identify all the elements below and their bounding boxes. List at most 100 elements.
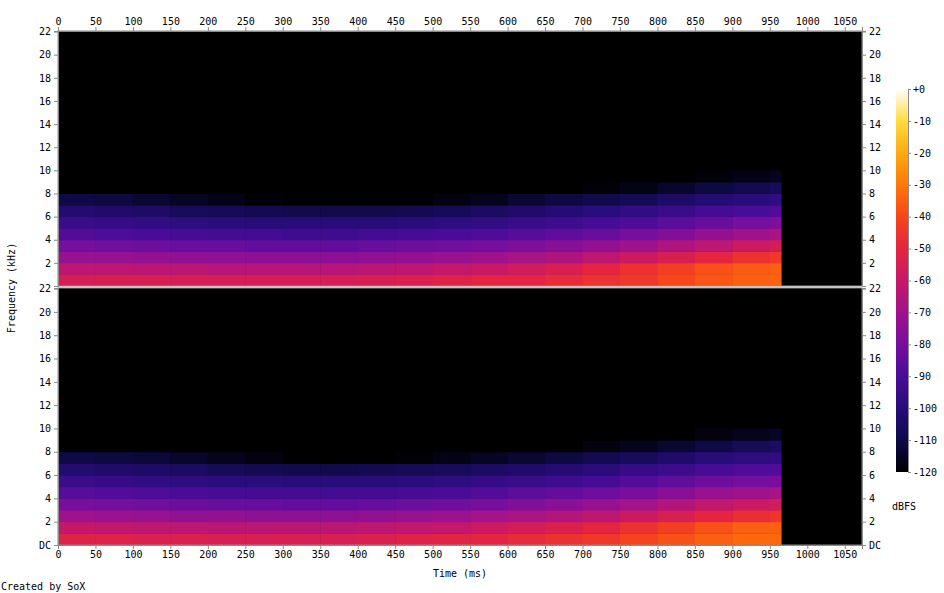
heatmap-cell: [583, 440, 621, 452]
tick-mark: [54, 170, 58, 171]
heatmap-cell: [58, 182, 96, 194]
tick-label: 100: [124, 16, 142, 27]
heatmap-cell: [395, 475, 433, 487]
tick-label: 20: [869, 307, 881, 318]
tick-mark: [54, 498, 58, 499]
tick-label: 1050: [833, 549, 857, 560]
heatmap-cell: [58, 193, 96, 205]
tick: 1050: [833, 545, 857, 560]
heatmap-cell: [657, 522, 695, 534]
heatmap-cell: [133, 274, 171, 286]
tick-label: -120: [913, 467, 937, 478]
heatmap-cell: [245, 428, 283, 440]
tick-mark: [545, 27, 546, 31]
y-axis-left: DC246810121416182022: [39, 283, 59, 550]
heatmap-cell: [770, 251, 782, 263]
heatmap-cell: [545, 263, 583, 275]
tick: 20: [39, 49, 58, 60]
tick-label: 12: [869, 142, 881, 153]
heatmap-cell: [58, 228, 96, 240]
tick-label: 900: [724, 549, 742, 560]
heatmap-cell: [395, 263, 433, 275]
heatmap-cell: [620, 533, 658, 545]
heatmap: [58, 428, 782, 545]
heatmap-cell: [133, 533, 171, 545]
tick-mark: [862, 124, 866, 125]
tick-label: -40: [913, 211, 931, 222]
heatmap-cell: [170, 182, 208, 194]
heatmap-cell: [732, 274, 770, 286]
tick-mark: [54, 147, 58, 148]
heatmap-cell: [245, 205, 283, 217]
tick-label: 150: [162, 16, 180, 27]
heatmap-cell: [133, 182, 171, 194]
tick: 250: [237, 545, 255, 560]
heatmap-cell: [395, 193, 433, 205]
tick-label: 300: [274, 549, 292, 560]
tick: -120: [908, 467, 937, 478]
heatmap-cell: [58, 463, 96, 475]
tick: 450: [387, 545, 405, 560]
heatmap-cell: [395, 170, 433, 182]
heatmap-cell: [470, 240, 508, 252]
tick-mark: [807, 27, 808, 31]
tick: 900: [724, 545, 742, 560]
heatmap-cell: [283, 452, 321, 464]
plot-background: [58, 31, 862, 286]
tick-mark: [54, 55, 58, 56]
heatmap-cell: [283, 217, 321, 229]
heatmap-cell: [732, 205, 770, 217]
heatmap-cell: [732, 240, 770, 252]
tick-label: 4: [869, 234, 875, 245]
tick-mark: [862, 263, 866, 264]
heatmap-cell: [208, 510, 246, 522]
heatmap-cell: [320, 274, 358, 286]
tick-label: 2: [45, 258, 51, 269]
heatmap-cell: [620, 251, 658, 263]
tick-mark: [54, 78, 58, 79]
tick-mark: [862, 78, 866, 79]
heatmap-cell: [133, 205, 171, 217]
tick-mark: [862, 312, 866, 313]
heatmap-cell: [657, 251, 695, 263]
tick-mark: [54, 382, 58, 383]
tick: 100: [124, 545, 142, 560]
heatmap-cell: [58, 428, 96, 440]
tick-mark: [54, 359, 58, 360]
heatmap-cell: [320, 240, 358, 252]
tick-label: -10: [913, 116, 931, 127]
heatmap-cell: [245, 498, 283, 510]
heatmap-cell: [170, 251, 208, 263]
heatmap-cell: [58, 263, 96, 275]
tick-mark: [862, 147, 866, 148]
heatmap-cell: [95, 217, 133, 229]
tick-label: 10: [869, 423, 881, 434]
heatmap-cell: [95, 533, 133, 545]
heatmap-cell: [395, 463, 433, 475]
heatmap-cell: [395, 522, 433, 534]
plot-frame: [58, 31, 862, 286]
heatmap-cell: [95, 193, 133, 205]
tick-label: 850: [686, 549, 704, 560]
heatmap-cell: [695, 217, 733, 229]
heatmap-cell: [620, 240, 658, 252]
tick: 1050: [833, 16, 857, 31]
tick-label: 14: [39, 119, 51, 130]
tick-label: 22: [39, 283, 51, 294]
heatmap-cell: [508, 274, 546, 286]
heatmap-cell: [470, 182, 508, 194]
tick: 2: [45, 258, 58, 269]
heatmap-cell: [320, 217, 358, 229]
heatmap-cell: [583, 240, 621, 252]
heatmap-cell: [395, 452, 433, 464]
chart-root: 2468101214161820222468101214161820220501…: [0, 0, 944, 593]
heatmap-cell: [508, 487, 546, 499]
heatmap-cell: [170, 498, 208, 510]
heatmap-cell: [133, 475, 171, 487]
heatmap-cell: [358, 452, 396, 464]
tick: 600: [499, 16, 517, 31]
tick-mark: [908, 281, 911, 282]
chart-svg: 2468101214161820222468101214161820220501…: [0, 0, 944, 593]
heatmap-cell: [620, 428, 658, 440]
heatmap-cell: [620, 487, 658, 499]
